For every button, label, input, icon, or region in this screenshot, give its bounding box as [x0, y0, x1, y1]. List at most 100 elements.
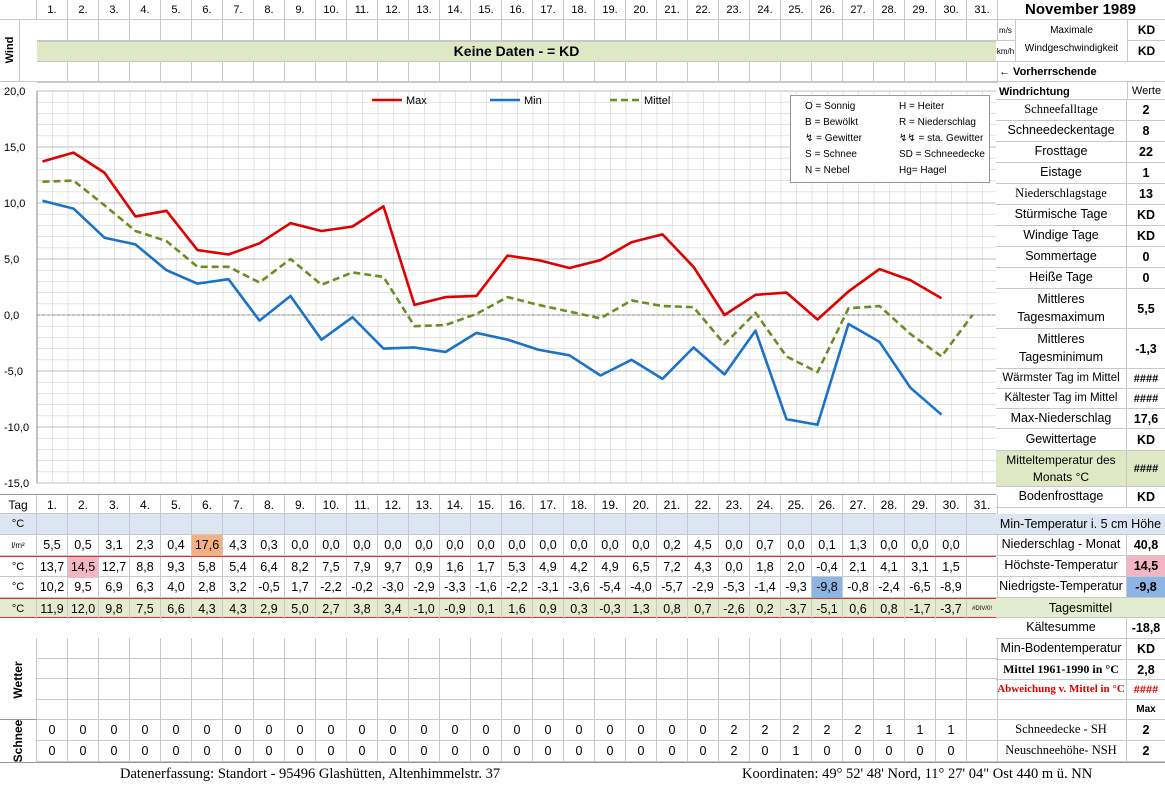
table-cell: 3,1 — [99, 535, 130, 556]
wetter-cell — [967, 679, 998, 700]
wetter-cell — [843, 679, 874, 700]
wetter-cell — [595, 679, 626, 700]
right-row-value: #### — [1127, 680, 1165, 699]
table-cell: 9,3 — [161, 557, 192, 578]
snow-cell: 0 — [347, 720, 378, 741]
table-cell: 0,0 — [936, 535, 967, 556]
table-cell: 3,2 — [223, 577, 254, 598]
wetter-cell — [688, 700, 719, 721]
wetter-cell — [37, 659, 68, 680]
stat-label: Mittleres Tagesmaximum — [996, 289, 1127, 328]
wetter-cell — [161, 700, 192, 721]
day-header: 28. — [874, 0, 905, 20]
stat-label: Schneedeckentage — [996, 121, 1127, 141]
legend-label: Mittel — [644, 95, 670, 107]
snow-cell: 0 — [223, 741, 254, 762]
right-row-label — [996, 700, 1127, 719]
table-cell: -1,0 — [409, 599, 440, 619]
wind-label: Wind — [2, 29, 18, 71]
y-tick-label: -10,0 — [4, 422, 29, 434]
table-cell: 5,8 — [192, 557, 223, 578]
wind-cell — [440, 20, 471, 41]
header-corner — [0, 0, 37, 20]
table-cell: 2,8 — [192, 577, 223, 598]
snow-cell: 0 — [843, 741, 874, 762]
table-cell: 0,0 — [316, 535, 347, 556]
table-cell: 8,8 — [130, 557, 161, 578]
row-unit: l/m² — [0, 535, 37, 556]
legend-code: ↯↯ = sta. Gewitter — [899, 133, 983, 144]
table-cell: 5,4 — [223, 557, 254, 578]
legend-code: S = Schnee — [805, 149, 857, 160]
wetter-cell — [409, 659, 440, 680]
footer: Datenerfassung: Standort - 95496 Glashüt… — [0, 762, 1165, 784]
wetter-cell — [347, 659, 378, 680]
table-cell: 6,9 — [99, 577, 130, 598]
wind-cell — [161, 62, 192, 83]
table-cell: 0,0 — [595, 535, 626, 556]
day-header: 11. — [347, 0, 378, 20]
table-cell — [440, 514, 471, 535]
stat-value: #### — [1127, 369, 1165, 388]
tag-day: 24. — [750, 495, 781, 515]
table-cell: -2,2 — [502, 577, 533, 598]
table-cell — [905, 514, 936, 535]
snow-cell: 0 — [378, 720, 409, 741]
wetter-cell — [130, 659, 161, 680]
stat-value: 1 — [1127, 163, 1165, 183]
table-cell: 1,8 — [750, 557, 781, 578]
wetter-cell — [99, 638, 130, 659]
table-cell: 12,0 — [68, 599, 99, 619]
wind-cell — [37, 62, 68, 83]
snow-cell: 0 — [905, 741, 936, 762]
table-cell: 4,9 — [533, 557, 564, 578]
wetter-cell — [657, 638, 688, 659]
table-cell: 4,3 — [223, 599, 254, 619]
table-cell: -0,3 — [595, 599, 626, 619]
snow-cell: 0 — [750, 741, 781, 762]
wetter-cell — [533, 700, 564, 721]
wetter-cell — [316, 638, 347, 659]
y-tick-label: 0,0 — [4, 310, 19, 322]
table-cell: -2,9 — [409, 577, 440, 598]
table-cell: -1,6 — [471, 577, 502, 598]
table-cell: 8,2 — [285, 557, 316, 578]
day-header: 12. — [378, 0, 409, 20]
wetter-cell — [223, 679, 254, 700]
wind-cell — [471, 20, 502, 41]
tag-day: 29. — [905, 495, 936, 515]
wetter-cell — [719, 700, 750, 721]
day-header: 22. — [688, 0, 719, 20]
tag-day: 18. — [564, 495, 595, 515]
wind-cell — [37, 20, 68, 41]
table-cell: 6,5 — [626, 557, 657, 578]
table-cell: 11,9 — [37, 599, 68, 619]
table-cell: 0,0 — [378, 535, 409, 556]
wetter-cell — [905, 679, 936, 700]
snow-cell: 0 — [347, 741, 378, 762]
wetter-cell — [316, 700, 347, 721]
snow-cell: 0 — [37, 741, 68, 762]
table-cell: 17,6 — [192, 535, 223, 556]
day-header: 25. — [781, 0, 812, 20]
stat-value: 0 — [1127, 268, 1165, 288]
right-row: Max — [996, 700, 1165, 720]
wetter-cell — [440, 638, 471, 659]
tag-day: 13. — [409, 495, 440, 515]
snow-cell: 1 — [905, 720, 936, 741]
wetter-cell — [595, 659, 626, 680]
table-cell: #DIV/0! — [967, 599, 998, 619]
right-row-value: Max — [1127, 700, 1165, 719]
table-cell: 0,0 — [409, 535, 440, 556]
snow-cell: 0 — [502, 741, 533, 762]
snow-cell: 0 — [564, 741, 595, 762]
wetter-cell — [936, 679, 967, 700]
snow-cell: 2 — [781, 720, 812, 741]
row-unit: °C — [0, 557, 37, 578]
right-row-label: Min-Temperatur i. 5 cm Höhe — [996, 514, 1165, 535]
wind-cell — [874, 62, 905, 83]
tag-day: 10. — [316, 495, 347, 515]
unit-kmh: km/h — [996, 41, 1016, 62]
